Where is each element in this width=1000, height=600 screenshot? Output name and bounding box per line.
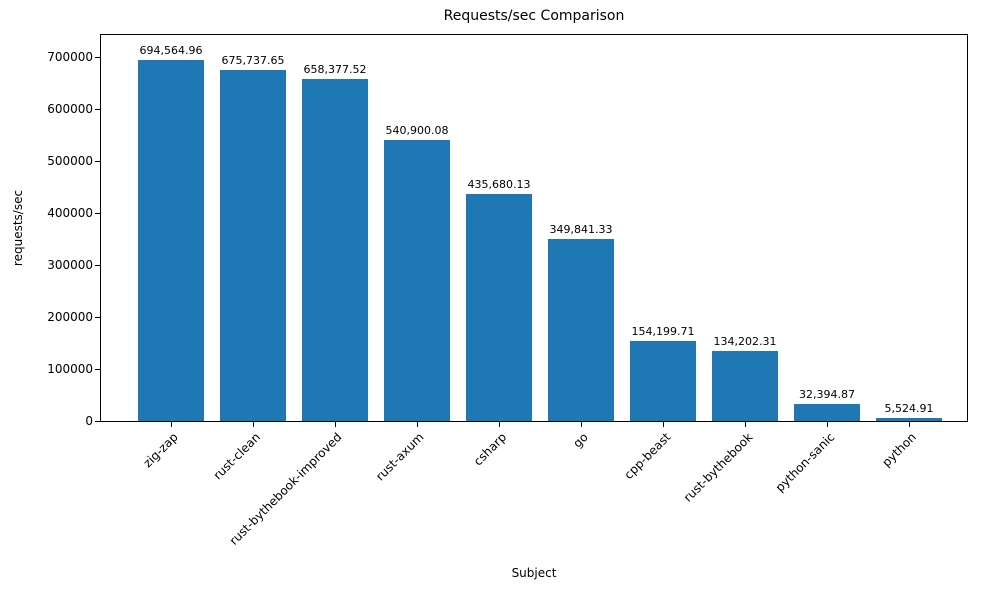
- y-tick-label: 400000: [47, 206, 93, 220]
- x-tick-label: zig-zap: [140, 430, 181, 471]
- bar: [302, 78, 368, 421]
- bar: [876, 418, 942, 421]
- bar-value-label: 349,841.33: [549, 223, 613, 237]
- bar: [466, 194, 532, 421]
- x-tick-label: go: [570, 430, 591, 451]
- y-tick-label: 200000: [47, 310, 93, 324]
- bar: [548, 239, 614, 421]
- y-tick: [95, 316, 100, 318]
- y-tick-label: 600000: [47, 102, 93, 116]
- x-tick: [498, 421, 500, 427]
- x-tick-label: rust-bythebook: [680, 430, 755, 505]
- y-tick-label: 700000: [47, 50, 93, 64]
- y-tick-label: 100000: [47, 362, 93, 376]
- y-tick: [95, 160, 100, 162]
- y-tick-label: 300000: [47, 258, 93, 272]
- bar: [712, 351, 778, 421]
- bar: [138, 59, 204, 421]
- chart-title: Requests/sec Comparison: [443, 8, 625, 24]
- bar-value-label: 658,377.52: [303, 62, 367, 76]
- x-tick: [334, 421, 336, 427]
- y-tick: [95, 56, 100, 58]
- x-tick: [580, 421, 582, 427]
- bar-value-label: 540,900.08: [385, 123, 449, 137]
- bar: [794, 404, 860, 421]
- x-tick-label: csharp: [470, 430, 509, 469]
- y-tick: [95, 212, 100, 214]
- y-tick: [95, 368, 100, 370]
- x-axis-label: Subject: [511, 566, 557, 580]
- bar-value-label: 675,737.65: [221, 53, 285, 67]
- bar: [220, 69, 286, 421]
- x-tick: [252, 421, 254, 427]
- bar-value-label: 694,564.96: [139, 43, 203, 57]
- bar-value-label: 154,199.71: [631, 324, 695, 338]
- x-tick-label: rust-axum: [373, 430, 427, 484]
- x-tick: [908, 421, 910, 427]
- x-tick: [170, 421, 172, 427]
- x-tick-label: python: [879, 430, 919, 470]
- y-tick: [95, 108, 100, 110]
- bar: [630, 340, 696, 421]
- y-axis-label: requests/sec: [11, 189, 25, 267]
- x-tick: [826, 421, 828, 427]
- y-tick-label: 0: [85, 414, 93, 428]
- y-tick: [95, 264, 100, 266]
- x-tick-label: rust-clean: [210, 430, 263, 483]
- x-tick-label: python-sanic: [772, 430, 837, 495]
- bar-value-label: 435,680.13: [467, 178, 531, 192]
- plot-area: 0 100000 200000 300000 400000 500000 600000 700…: [47, 34, 968, 548]
- x-tick-label: cpp-beast: [620, 430, 673, 482]
- y-tick-label: 500000: [47, 154, 93, 168]
- x-tick: [662, 421, 664, 427]
- x-tick: [416, 421, 418, 427]
- bar-value-label: 134,202.31: [713, 335, 777, 349]
- y-tick: [95, 420, 100, 422]
- x-tick: [744, 421, 746, 427]
- bar: [384, 139, 450, 421]
- bar-value-label: 5,524.91: [884, 402, 934, 416]
- bar-value-label: 32,394.87: [799, 388, 855, 402]
